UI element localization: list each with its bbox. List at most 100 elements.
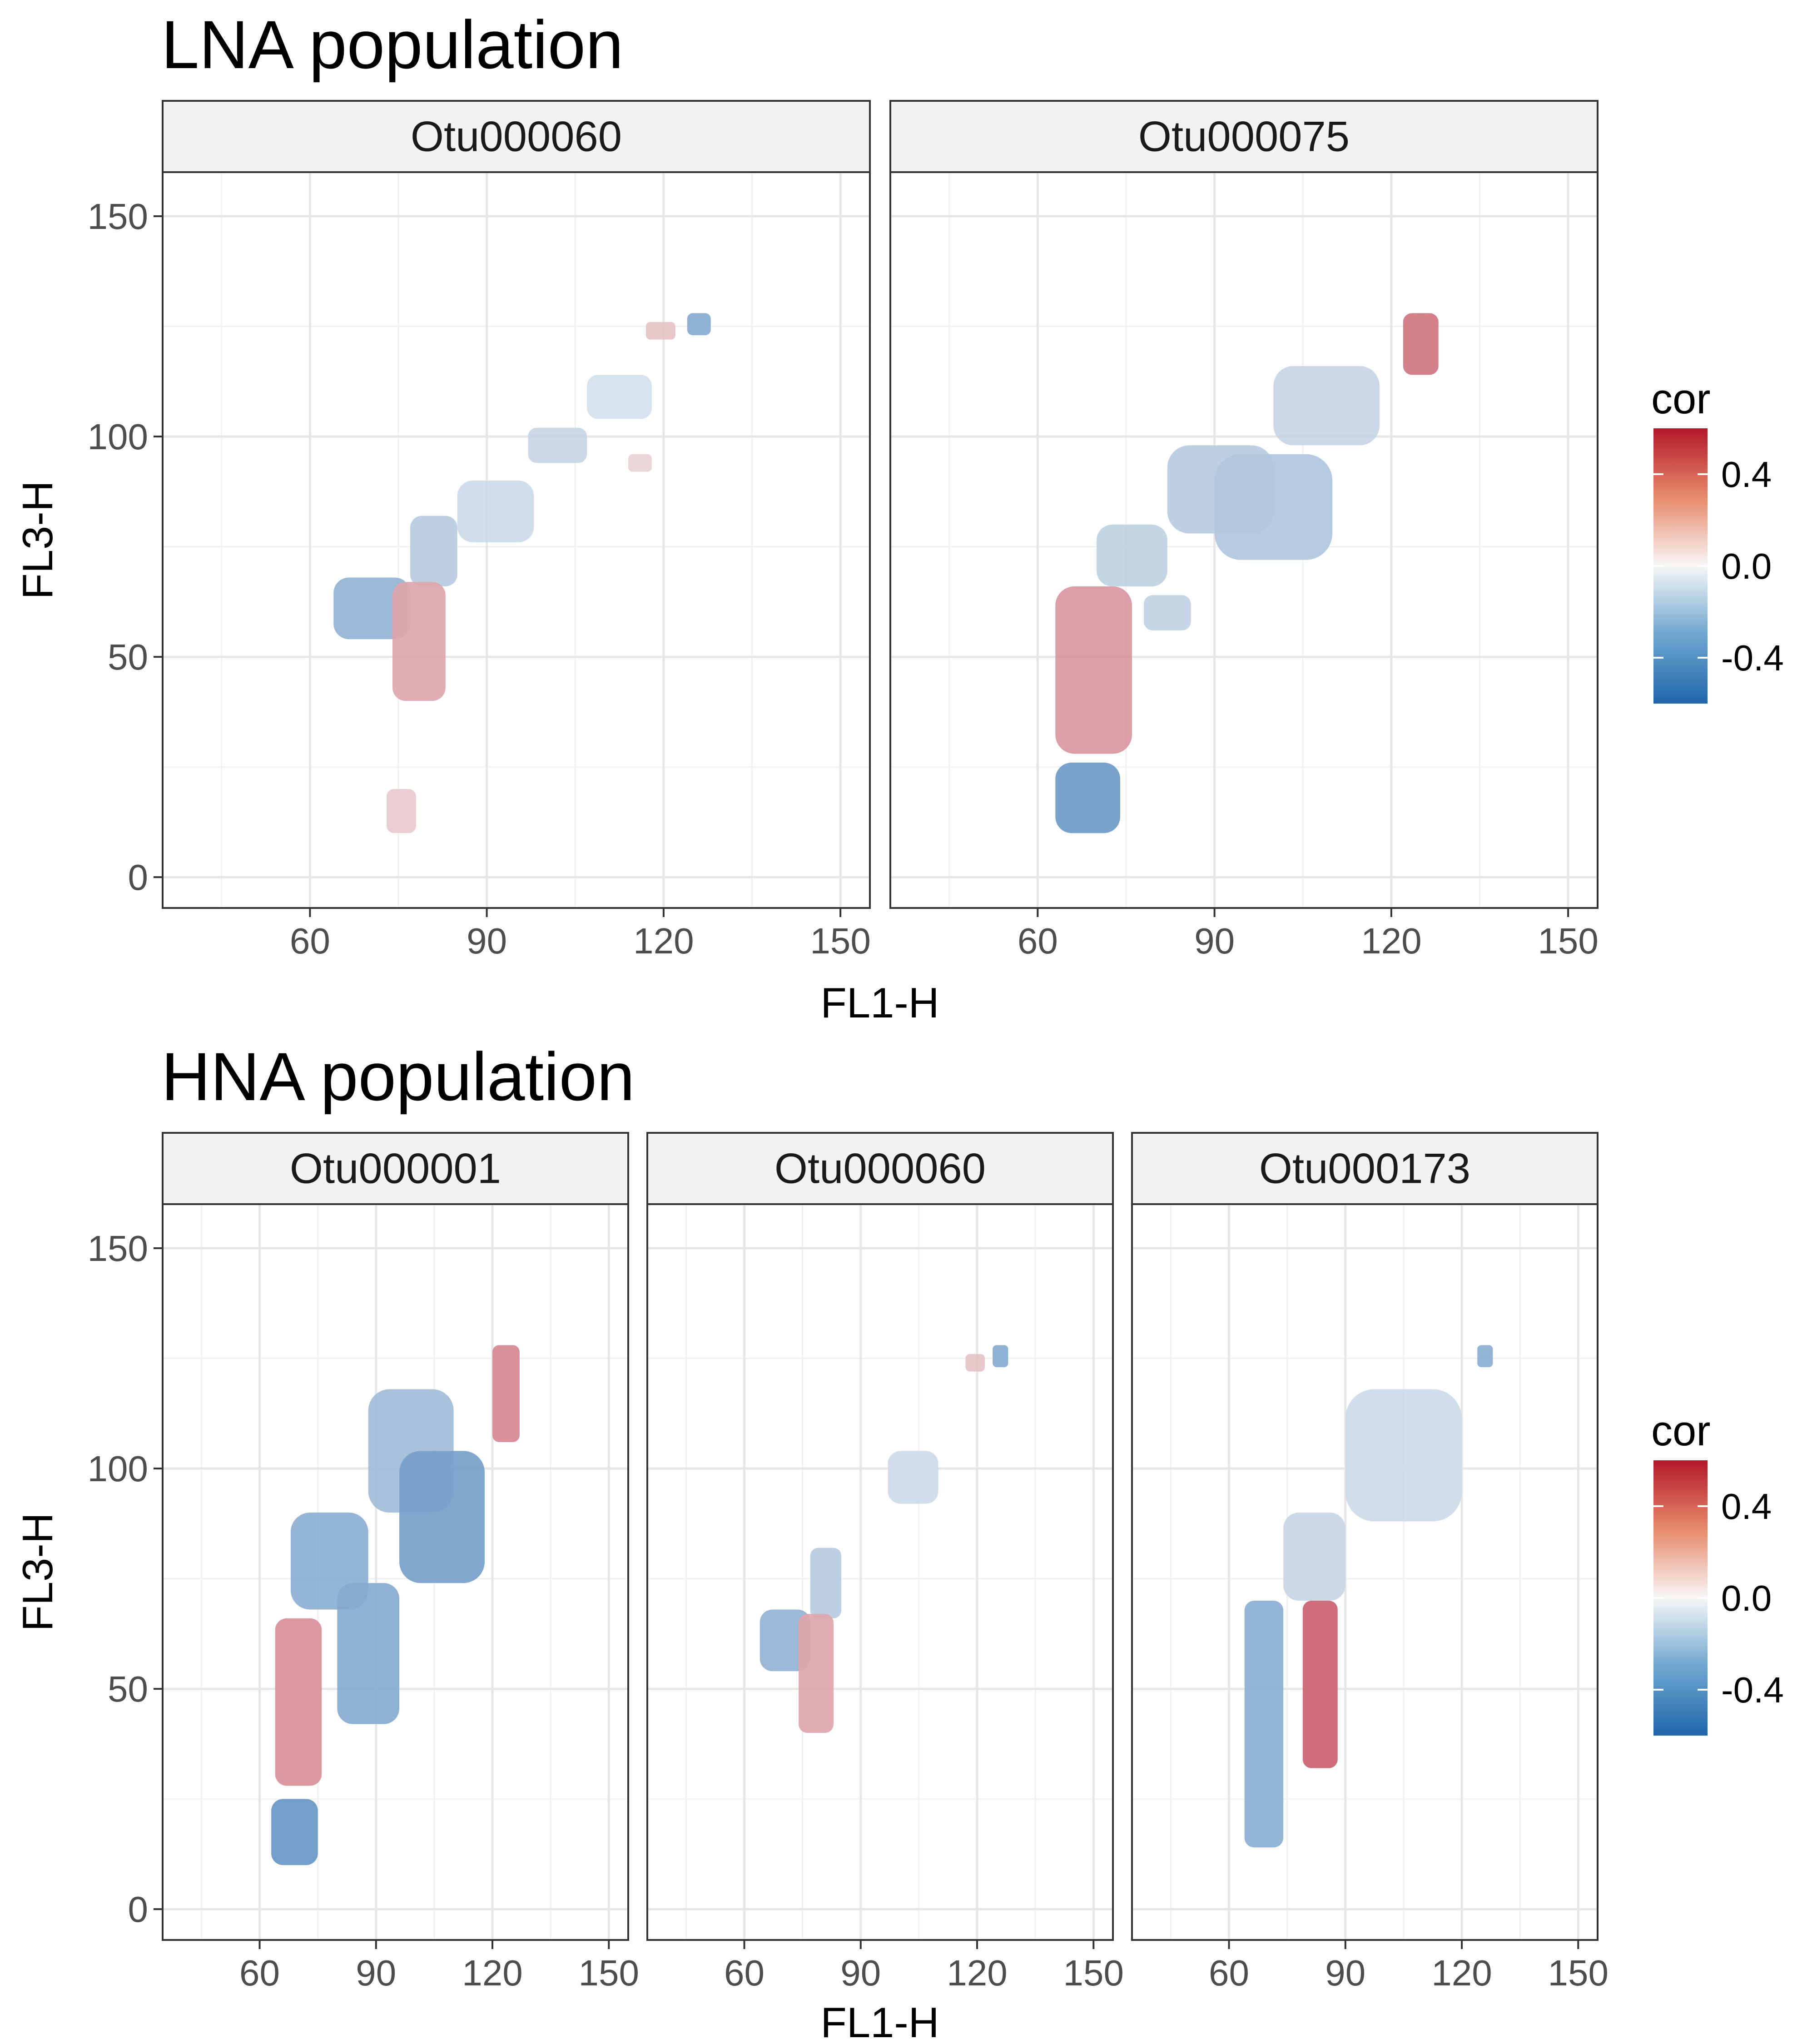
heatmap-cell: [399, 1451, 485, 1583]
hna-legend-title: cor: [1651, 1407, 1711, 1454]
heatmap-cell: [888, 1451, 938, 1504]
hna-panel-otu000001: Otu000001 60 90 120 150: [162, 1132, 639, 1993]
x-tick-label: 60: [1018, 921, 1058, 961]
heatmap-cell: [1283, 1513, 1345, 1601]
panel-border: [162, 171, 871, 909]
x-tick-label: 60: [1209, 1953, 1249, 1993]
heatmap-cell: [1477, 1345, 1493, 1367]
lna-x-axis-label: FL1-H: [820, 979, 939, 1027]
hna-panel-otu000173: Otu000173 60 90 120 150: [1131, 1132, 1608, 1993]
heatmap-cell: [392, 582, 446, 701]
hna-panel-otu000060: Otu000060 60 90 120 150: [646, 1132, 1124, 1993]
heatmap-cell: [993, 1345, 1008, 1367]
heatmap-cell: [1055, 762, 1121, 833]
heatmap-cell: [1403, 313, 1439, 375]
hna-figure: HNA population Otu000001 60 90 120 150 Otu00…: [14, 1038, 1784, 2044]
heatmap-cell: [760, 1609, 810, 1672]
heatmap-cell: [528, 427, 587, 463]
heatmap-cell: [1143, 595, 1191, 630]
x-tick-label: 90: [356, 1953, 396, 1993]
y-tick-label: 100: [88, 1449, 148, 1489]
x-tick-label: 120: [462, 1953, 522, 1993]
facet-strip-label: Otu000060: [411, 113, 622, 160]
lna-panel-otu000060: Otu000060 60 90 120 150: [162, 100, 871, 961]
x-tick-label: 120: [947, 1953, 1007, 1993]
hna-title: HNA population: [161, 1038, 635, 1115]
facet-strip-label: Otu000075: [1138, 113, 1350, 160]
lna-figure: LNA population Otu000060 60 90 120 150 Otu00…: [14, 6, 1784, 1027]
x-tick-label: 90: [1194, 921, 1235, 961]
heatmap-cell: [799, 1614, 834, 1733]
x-tick-label: 60: [724, 1953, 765, 1993]
hna-y-axis: 0 50 100 150: [88, 1228, 163, 1930]
panel-border: [162, 1203, 629, 1941]
panel-border: [646, 1203, 1114, 1941]
lna-panel-otu000075: Otu000075 60 90 120 150: [889, 100, 1599, 961]
heatmap-cell: [1273, 366, 1380, 446]
heatmap-cell: [810, 1548, 842, 1618]
heatmap-cell: [271, 1799, 318, 1865]
x-tick-label: 150: [579, 1953, 639, 1993]
heatmap-cell: [333, 577, 410, 640]
legend-tick-label: 0.0: [1721, 546, 1772, 586]
panel-background: [163, 1204, 628, 1940]
hna-legend: cor 0.4 0.0 -0.4: [1651, 1407, 1784, 1736]
legend-tick-label: -0.4: [1721, 1670, 1784, 1710]
x-tick-label: 120: [1431, 1953, 1492, 1993]
legend-tick-label: -0.4: [1721, 638, 1784, 678]
facet-strip: [646, 1132, 1114, 1205]
y-tick-label: 150: [88, 196, 148, 237]
x-tick-label: 150: [810, 921, 870, 961]
y-tick-label: 50: [108, 637, 148, 677]
x-tick-label: 90: [840, 1953, 881, 1993]
panel-background: [647, 1204, 1113, 1940]
facet-strip-label: Otu000001: [290, 1145, 501, 1192]
lna-legend-title: cor: [1651, 375, 1711, 422]
heatmap-cell: [1244, 1601, 1284, 1848]
facet-strip-label: Otu000173: [1259, 1145, 1470, 1192]
y-tick-label: 150: [88, 1228, 148, 1269]
heatmap-cell: [645, 322, 675, 340]
heatmap-cell: [1302, 1601, 1338, 1768]
facet-strip: [162, 100, 871, 173]
heatmap-cell: [965, 1354, 985, 1372]
y-tick-label: 100: [88, 417, 148, 457]
y-tick-label: 0: [128, 857, 149, 898]
hna-y-axis-label: FL3-H: [14, 1513, 61, 1631]
lna-legend: cor 0.4 0.0 -0.4: [1651, 375, 1784, 704]
x-tick-label: 150: [1538, 921, 1598, 961]
heatmap-cell: [337, 1583, 400, 1724]
heatmap-cell: [1214, 454, 1333, 560]
heatmap-cell: [275, 1618, 322, 1786]
facet-strip: [1131, 1132, 1599, 1205]
heatmap-cell: [587, 375, 652, 419]
heatmap-cell: [1097, 525, 1167, 586]
legend-tick-label: 0.4: [1721, 454, 1772, 495]
lna-y-axis-label: FL3-H: [14, 481, 61, 599]
lna-y-axis: 0 50 100 150: [88, 196, 163, 898]
x-tick-label: 120: [1361, 921, 1421, 961]
heatmap-cell: [387, 789, 416, 833]
heatmap-cell: [492, 1345, 520, 1442]
facet-strip-label: Otu000060: [774, 1145, 986, 1192]
panel-background: [1132, 1204, 1598, 1940]
heatmap-cell: [1055, 586, 1132, 754]
facet-strip: [162, 1132, 629, 1205]
x-tick-label: 90: [467, 921, 507, 961]
lna-title: LNA population: [161, 6, 623, 83]
heatmap-cell: [410, 516, 457, 586]
panel-border: [1131, 1203, 1599, 1941]
hna-x-axis-label: FL1-H: [820, 1999, 939, 2044]
x-tick-label: 150: [1548, 1953, 1608, 1993]
legend-tick-label: 0.4: [1721, 1486, 1772, 1527]
heatmap-cell: [687, 313, 711, 335]
legend-tick-label: 0.0: [1721, 1578, 1772, 1618]
heatmap-cell: [628, 454, 652, 472]
x-tick-label: 150: [1063, 1953, 1124, 1993]
x-tick-label: 90: [1325, 1953, 1365, 1993]
y-tick-label: 50: [108, 1669, 148, 1709]
x-tick-label: 120: [633, 921, 694, 961]
heatmap-cell: [1345, 1389, 1462, 1522]
heatmap-cell: [457, 481, 534, 542]
panel-border: [889, 171, 1599, 909]
